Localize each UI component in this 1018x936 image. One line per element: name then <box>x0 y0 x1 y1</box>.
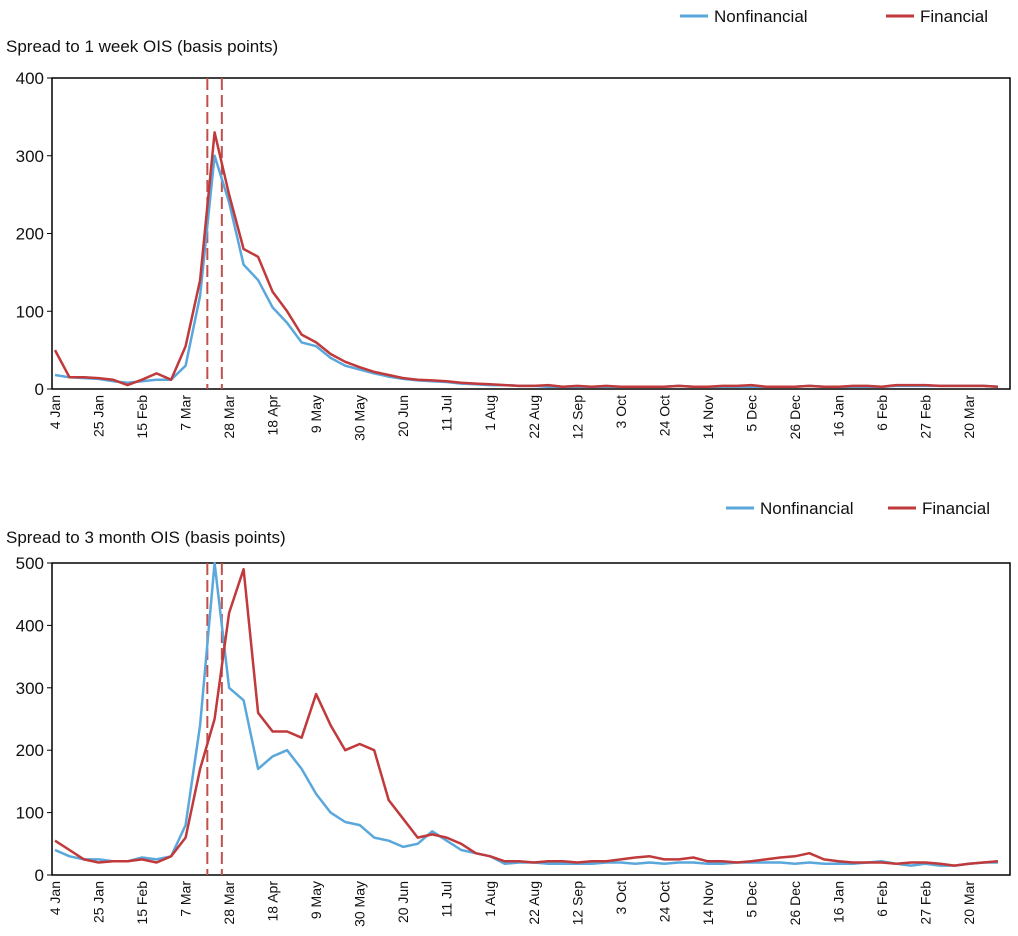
x-tick-label: 3 Oct <box>613 881 629 915</box>
x-tick-label: 25 Jan <box>91 881 107 923</box>
x-tick-label: 11 Jul <box>439 395 455 431</box>
legend-label: Financial <box>920 7 988 26</box>
x-tick-label: 27 Feb <box>917 395 933 439</box>
chart-title: Spread to 3 month OIS (basis points) <box>6 528 286 547</box>
y-tick-label: 300 <box>16 679 44 698</box>
x-tick-label: 4 Jan <box>47 881 63 915</box>
x-tick-label: 9 May <box>308 881 324 919</box>
x-tick-label: 16 Jan <box>830 395 846 437</box>
series-line <box>54 154 999 388</box>
x-tick-label: 22 Aug <box>526 881 542 925</box>
x-tick-label: 15 Feb <box>134 881 150 925</box>
x-tick-label: 14 Nov <box>700 395 716 439</box>
x-tick-label: 3 Oct <box>613 395 629 429</box>
x-tick-label: 20 Jun <box>395 881 411 923</box>
series-line <box>53 131 999 388</box>
x-tick-label: 7 Mar <box>178 881 194 917</box>
x-tick-label: 1 Aug <box>482 395 498 431</box>
x-tick-label: 28 Mar <box>221 395 237 439</box>
x-tick-label: 5 Dec <box>743 881 759 918</box>
x-tick-label: 11 Jul <box>439 881 455 917</box>
x-tick-label: 24 Oct <box>656 395 672 436</box>
y-tick-label: 300 <box>16 147 44 166</box>
x-tick-label: 25 Jan <box>91 395 107 437</box>
x-tick-label: 24 Oct <box>656 881 672 922</box>
x-tick-label: 20 Mar <box>961 395 977 439</box>
y-tick-label: 400 <box>16 69 44 88</box>
x-tick-label: 30 May <box>352 395 368 441</box>
x-tick-label: 9 May <box>308 395 324 433</box>
x-tick-label: 12 Sep <box>569 395 585 440</box>
plot-frame <box>51 77 1011 390</box>
series-line <box>54 567 999 867</box>
y-tick-label: 0 <box>35 866 44 885</box>
chart-title: Spread to 1 week OIS (basis points) <box>6 37 278 56</box>
y-tick-label: 500 <box>16 554 44 573</box>
x-tick-label: 16 Jan <box>830 881 846 923</box>
series-line <box>54 561 998 867</box>
x-tick-label: 26 Dec <box>787 395 803 439</box>
x-tick-label: 12 Sep <box>569 881 585 926</box>
y-tick-label: 400 <box>16 616 44 635</box>
x-tick-label: 22 Aug <box>526 395 542 439</box>
x-tick-label: 6 Feb <box>874 395 890 431</box>
legend-label: Financial <box>922 499 990 518</box>
x-tick-label: 28 Mar <box>221 881 237 925</box>
x-tick-label: 18 Apr <box>265 881 281 922</box>
x-tick-label: 26 Dec <box>787 881 803 925</box>
plot-frame <box>51 562 1011 876</box>
y-tick-label: 100 <box>16 804 44 823</box>
legend-label: Nonfinancial <box>714 7 808 26</box>
x-tick-label: 30 May <box>352 881 368 927</box>
x-tick-label: 6 Feb <box>874 881 890 917</box>
y-tick-label: 100 <box>16 302 44 321</box>
x-tick-label: 20 Jun <box>395 395 411 437</box>
x-tick-label: 15 Feb <box>134 395 150 439</box>
x-tick-label: 18 Apr <box>265 395 281 436</box>
x-tick-label: 4 Jan <box>47 395 63 429</box>
legend-label: Nonfinancial <box>760 499 854 518</box>
y-tick-label: 0 <box>35 380 44 399</box>
x-tick-label: 20 Mar <box>961 881 977 925</box>
y-tick-label: 200 <box>16 225 44 244</box>
x-tick-label: 27 Feb <box>917 881 933 925</box>
x-tick-label: 7 Mar <box>178 395 194 431</box>
x-tick-label: 14 Nov <box>700 881 716 925</box>
y-tick-label: 200 <box>16 741 44 760</box>
x-tick-label: 5 Dec <box>743 395 759 432</box>
x-tick-label: 1 Aug <box>482 881 498 917</box>
